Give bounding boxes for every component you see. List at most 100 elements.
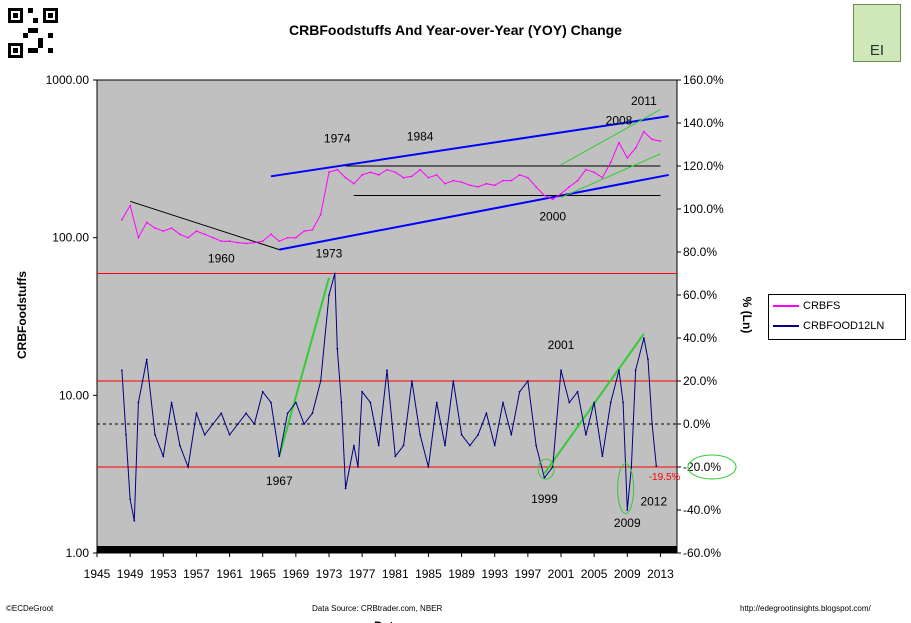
data-point-crbfood12ln bbox=[543, 476, 546, 479]
data-point-crbfs bbox=[162, 230, 165, 233]
x-tick-label: 1993 bbox=[481, 567, 508, 581]
footer-copyright: ©ECDeGroot bbox=[6, 604, 54, 613]
annotation-label: 1984 bbox=[407, 129, 434, 143]
data-point-crbfood12ln bbox=[630, 466, 633, 468]
data-point-crbfood12ln bbox=[328, 294, 330, 296]
data-point-crbfood12ln bbox=[187, 466, 190, 468]
data-point-crbfood12ln bbox=[278, 455, 281, 458]
data-point-crbfs bbox=[485, 182, 488, 185]
data-point-crbfs bbox=[576, 179, 579, 182]
data-point-crbfood12ln bbox=[361, 390, 364, 393]
annotation-label: 1967 bbox=[266, 474, 293, 488]
annotation-label: 1999 bbox=[531, 492, 558, 506]
data-point-crbfs bbox=[303, 230, 306, 233]
data-point-crbfood12ln bbox=[651, 423, 654, 425]
x-tick-label: 1965 bbox=[249, 567, 276, 581]
data-point-crbfs bbox=[560, 192, 562, 195]
annotation-label: 2011 bbox=[631, 94, 657, 108]
data-point-crbfood12ln bbox=[253, 423, 256, 425]
y2-tick-label: 80.0% bbox=[683, 245, 717, 259]
data-point-crbfood12ln bbox=[560, 369, 562, 372]
data-point-crbfs bbox=[220, 240, 223, 243]
data-point-crbfs bbox=[568, 185, 571, 188]
trend-line bbox=[560, 153, 661, 198]
y-tick-label: 1000.00 bbox=[46, 73, 90, 87]
data-point-crbfs bbox=[178, 233, 181, 236]
data-point-crbfs bbox=[419, 168, 422, 171]
data-point-crbfs bbox=[584, 168, 587, 171]
x-tick-label: 2005 bbox=[581, 567, 608, 581]
footer-url: http://edegrootinsights.blogspot.com/ bbox=[740, 604, 871, 613]
data-point-crbfood12ln bbox=[622, 401, 625, 404]
data-point-crbfood12ln bbox=[485, 412, 488, 415]
data-point-crbfood12ln bbox=[286, 412, 289, 415]
annotation-label: 2012 bbox=[640, 495, 667, 509]
data-point-crbfs bbox=[493, 184, 496, 187]
legend-swatch-crbfood12ln bbox=[773, 325, 799, 327]
legend: CRBFS CRBFOOD12LN bbox=[768, 294, 906, 340]
data-point-crbfood12ln bbox=[427, 466, 430, 468]
data-point-crbfs bbox=[618, 141, 620, 144]
data-point-crbfood12ln bbox=[626, 509, 629, 511]
data-point-crbfs bbox=[551, 198, 554, 201]
footer-source: Data Source: CRBtrader.com, NBER bbox=[312, 604, 443, 613]
data-point-crbfs bbox=[195, 230, 198, 233]
x-tick-label: 2009 bbox=[614, 567, 641, 581]
data-point-crbfs bbox=[435, 174, 438, 176]
y-tick-label: 1.00 bbox=[66, 546, 90, 560]
x-tick-label: 1949 bbox=[117, 567, 144, 581]
data-point-crbfood12ln bbox=[129, 498, 132, 501]
data-point-crbfood12ln bbox=[195, 412, 198, 415]
data-point-crbfs bbox=[427, 176, 430, 179]
x-tick-label: 1945 bbox=[84, 567, 111, 581]
highlight-ellipse bbox=[687, 454, 737, 480]
data-point-crbfood12ln bbox=[261, 390, 264, 393]
annotation-label: 2001 bbox=[548, 338, 575, 352]
data-point-crbfs bbox=[120, 218, 123, 221]
data-point-crbfood12ln bbox=[647, 358, 649, 361]
trend-line bbox=[270, 115, 669, 178]
data-point-crbfood12ln bbox=[642, 337, 645, 339]
data-point-crbfood12ln bbox=[333, 272, 336, 275]
y2-tick-label: 0.0% bbox=[683, 417, 711, 431]
x-axis-band bbox=[97, 546, 677, 553]
data-point-crbfood12ln bbox=[477, 433, 480, 436]
y2-tick-label: -60.0% bbox=[683, 546, 721, 560]
data-point-crbfood12ln bbox=[452, 380, 455, 382]
annotation-label: 1973 bbox=[316, 247, 343, 261]
data-point-crbfood12ln bbox=[141, 380, 144, 382]
legend-label-crbfs: CRBFS bbox=[803, 300, 841, 312]
chart-title: CRBFoodstuffs And Year-over-Year (YOY) C… bbox=[289, 22, 622, 38]
data-point-crbfs bbox=[245, 242, 248, 245]
data-point-crbfood12ln bbox=[162, 455, 165, 458]
y2-tick-label: 100.0% bbox=[683, 202, 724, 216]
data-point-crbfood12ln bbox=[344, 487, 347, 490]
data-point-crbfs bbox=[460, 181, 463, 184]
data-point-crbfs bbox=[311, 229, 314, 231]
trend-line bbox=[560, 109, 661, 166]
data-point-crbfood12ln bbox=[493, 444, 496, 447]
y-tick-label: 10.00 bbox=[59, 388, 89, 402]
data-point-crbfood12ln bbox=[584, 433, 587, 436]
data-point-crbfood12ln bbox=[593, 401, 596, 404]
data-point-crbfood12ln bbox=[377, 444, 380, 447]
data-point-crbfood12ln bbox=[526, 380, 529, 382]
data-point-crbfs bbox=[278, 240, 281, 243]
data-point-crbfs bbox=[626, 157, 629, 159]
data-point-crbfs bbox=[286, 236, 289, 239]
data-point-crbfs bbox=[642, 130, 645, 133]
y2-tick-label: 40.0% bbox=[683, 331, 717, 345]
data-point-crbfs bbox=[145, 221, 148, 224]
data-point-crbfs bbox=[369, 171, 372, 174]
data-point-crbfood12ln bbox=[336, 347, 339, 350]
data-point-crbfs bbox=[270, 233, 272, 236]
data-point-crbfood12ln bbox=[220, 412, 223, 415]
data-point-crbfood12ln bbox=[502, 401, 504, 404]
annotation-label: 1960 bbox=[208, 252, 235, 266]
x-tick-label: 1997 bbox=[515, 567, 542, 581]
data-point-crbfs bbox=[228, 240, 231, 243]
data-point-crbfs bbox=[510, 179, 513, 182]
data-point-crbfood12ln bbox=[655, 465, 658, 467]
x-tick-label: 1969 bbox=[283, 567, 310, 581]
